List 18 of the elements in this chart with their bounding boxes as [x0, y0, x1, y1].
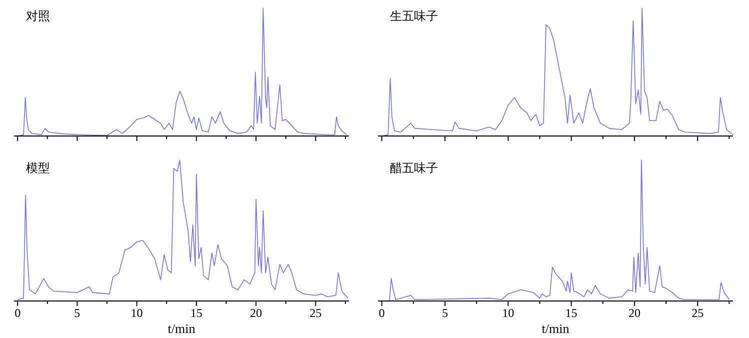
- x-tick-label: 10: [130, 306, 143, 320]
- x-tick-label: 0: [14, 306, 21, 320]
- x-axis-title: t/min: [168, 321, 196, 336]
- x-tick-label: 15: [565, 306, 578, 320]
- x-tick-label: 10: [502, 306, 514, 320]
- x-tick-label: 20: [250, 306, 262, 320]
- chart-title: 生五味子: [390, 9, 438, 23]
- x-tick-label: 25: [692, 306, 704, 320]
- x-tick-label: 20: [628, 306, 640, 320]
- chart-title: 模型: [26, 161, 50, 175]
- x-tick-label: 5: [74, 306, 80, 320]
- chart-title: 对照: [26, 9, 50, 23]
- chart-title: 醋五味子: [390, 161, 438, 175]
- x-tick-label: 0: [378, 306, 385, 320]
- x-tick-label: 25: [310, 306, 322, 320]
- x-axis-title: t/min: [542, 321, 570, 336]
- x-tick-label: 5: [442, 306, 448, 320]
- x-tick-label: 15: [190, 306, 202, 320]
